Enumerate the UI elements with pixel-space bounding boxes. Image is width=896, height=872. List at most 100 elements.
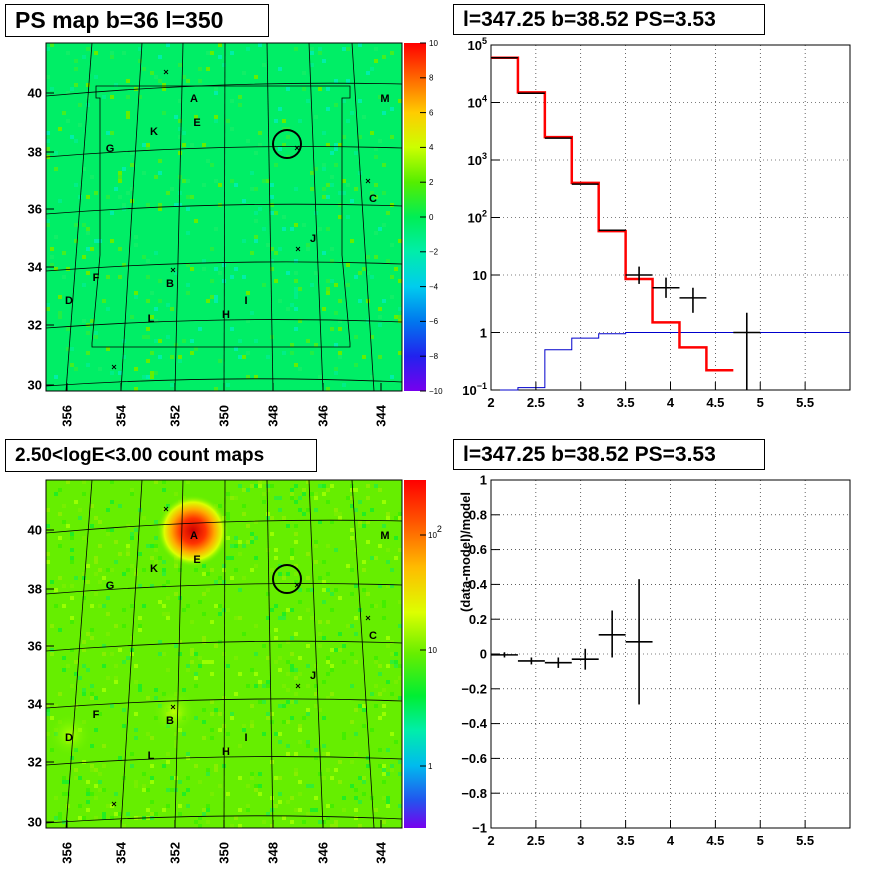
map-pixel xyxy=(82,167,86,171)
map-pixel xyxy=(134,728,138,732)
map-pixel xyxy=(254,187,258,191)
map-pixel xyxy=(158,207,162,211)
map-pixel xyxy=(306,744,310,748)
longitude-line xyxy=(120,42,143,392)
map-pixel xyxy=(178,780,182,784)
map-pixel xyxy=(206,51,210,55)
map-pixel xyxy=(242,199,246,203)
map-pixel xyxy=(306,243,310,247)
map-pixel xyxy=(254,672,258,676)
map-pixel xyxy=(322,600,326,604)
map-pixel xyxy=(250,311,254,315)
map-pixel xyxy=(106,584,110,588)
map-pixel xyxy=(186,668,190,672)
map-pixel xyxy=(310,808,314,812)
map-pixel xyxy=(246,808,250,812)
map-pixel xyxy=(102,644,106,648)
map-pixel xyxy=(354,752,358,756)
map-pixel xyxy=(50,43,54,47)
map-pixel xyxy=(150,71,154,75)
map-pixel xyxy=(54,167,58,171)
map-pixel xyxy=(226,664,230,668)
map-pixel xyxy=(394,740,398,744)
map-pixel xyxy=(186,788,190,792)
map-pixel xyxy=(314,508,318,512)
map-pixel xyxy=(374,808,378,812)
map-pixel xyxy=(66,480,70,484)
map-pixel xyxy=(270,532,274,536)
map-pixel xyxy=(94,556,98,560)
map-pixel xyxy=(226,732,230,736)
map-pixel xyxy=(330,279,334,283)
map-pixel xyxy=(98,568,102,572)
map-pixel xyxy=(126,95,130,99)
map-pixel xyxy=(334,79,338,83)
map-pixel xyxy=(94,275,98,279)
map-pixel xyxy=(166,43,170,47)
map-pixel xyxy=(222,63,226,67)
map-pixel xyxy=(226,608,230,612)
map-pixel xyxy=(94,784,98,788)
map-pixel xyxy=(378,139,382,143)
map-pixel xyxy=(70,648,74,652)
map-pixel xyxy=(138,584,142,588)
source-label-j: J xyxy=(310,670,316,682)
map-pixel xyxy=(330,648,334,652)
map-pixel xyxy=(126,115,130,119)
map-pixel xyxy=(238,672,242,676)
map-pixel xyxy=(290,488,294,492)
x-tick-label: 4 xyxy=(667,395,675,410)
map-pixel xyxy=(394,516,398,520)
map-pixel xyxy=(134,568,138,572)
map-pixel xyxy=(254,239,258,243)
map-pixel xyxy=(298,740,302,744)
map-pixel xyxy=(202,143,206,147)
map-pixel xyxy=(274,732,278,736)
map-pixel xyxy=(306,708,310,712)
map-pixel xyxy=(338,191,342,195)
map-pixel xyxy=(70,756,74,760)
source-label-l: L xyxy=(148,750,155,762)
map-pixel xyxy=(246,319,250,323)
map-pixel xyxy=(398,760,402,764)
map-pixel xyxy=(394,660,398,664)
map-pixel xyxy=(274,628,278,632)
map-pixel xyxy=(270,824,274,828)
map-pixel xyxy=(322,560,326,564)
map-pixel xyxy=(266,680,270,684)
map-pixel xyxy=(246,524,250,528)
map-pixel xyxy=(286,572,290,576)
map-pixel xyxy=(166,303,170,307)
map-pixel xyxy=(194,219,198,223)
map-pixel xyxy=(202,592,206,596)
map-pixel xyxy=(250,724,254,728)
map-pixel xyxy=(306,99,310,103)
map-pixel xyxy=(346,47,350,51)
map-pixel xyxy=(66,347,70,351)
map-pixel xyxy=(378,95,382,99)
map-pixel xyxy=(254,556,258,560)
map-pixel xyxy=(138,552,142,556)
map-pixel xyxy=(138,688,142,692)
map-pixel xyxy=(166,668,170,672)
map-pixel xyxy=(374,195,378,199)
latitude-line xyxy=(45,146,403,158)
map-pixel xyxy=(182,131,186,135)
map-pixel xyxy=(342,660,346,664)
map-pixel xyxy=(286,672,290,676)
source-label-m: M xyxy=(380,93,389,105)
map-pixel xyxy=(306,576,310,580)
map-pixel xyxy=(386,644,390,648)
map-pixel xyxy=(106,676,110,680)
map-pixel xyxy=(154,548,158,552)
map-pixel xyxy=(202,708,206,712)
map-pixel xyxy=(118,247,122,251)
map-pixel xyxy=(354,584,358,588)
map-pixel xyxy=(226,516,230,520)
map-pixel xyxy=(174,740,178,744)
map-pixel xyxy=(134,780,138,784)
map-pixel xyxy=(370,604,374,608)
x-tick-label: 352 xyxy=(168,842,183,864)
map-pixel xyxy=(106,612,110,616)
